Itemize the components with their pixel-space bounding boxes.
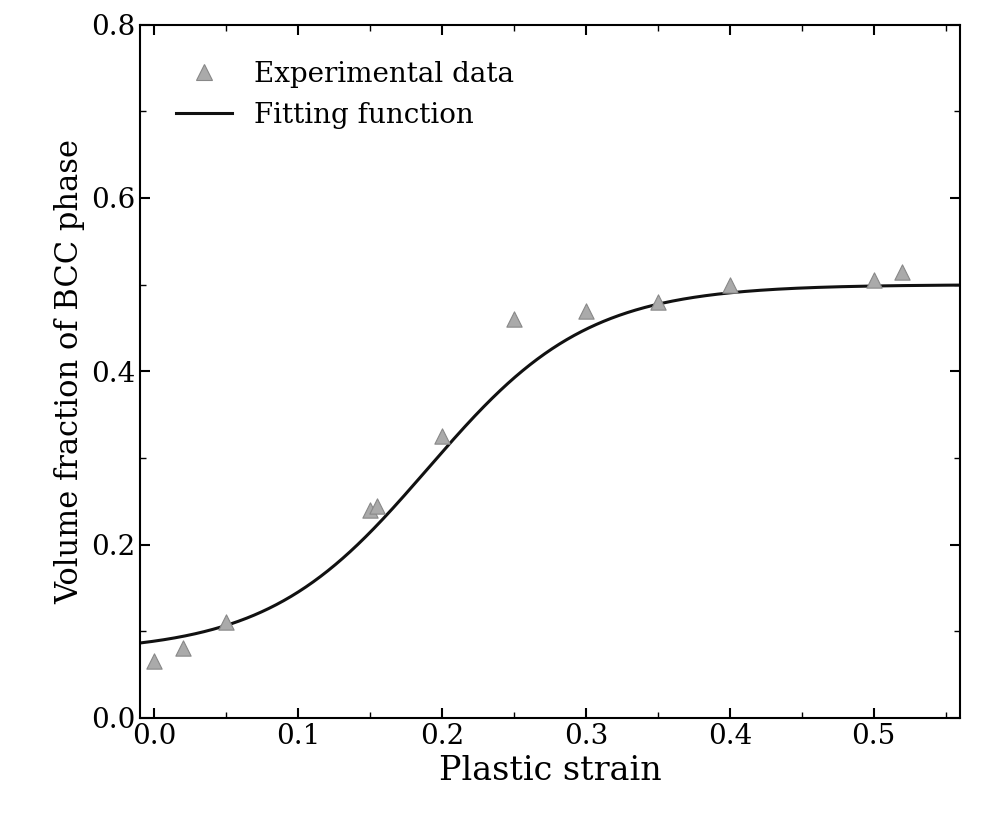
Legend: Experimental data, Fitting function: Experimental data, Fitting function bbox=[154, 39, 536, 151]
Point bbox=[894, 265, 910, 278]
Point bbox=[506, 313, 522, 326]
Point bbox=[650, 295, 666, 309]
Point bbox=[578, 304, 594, 317]
Point bbox=[146, 655, 162, 668]
Point bbox=[175, 642, 191, 655]
Point bbox=[218, 615, 234, 629]
Point bbox=[369, 499, 385, 512]
Point bbox=[434, 430, 450, 443]
Point bbox=[866, 274, 882, 287]
X-axis label: Plastic strain: Plastic strain bbox=[439, 755, 661, 787]
Y-axis label: Volume fraction of BCC phase: Volume fraction of BCC phase bbox=[54, 139, 85, 604]
Point bbox=[722, 278, 738, 291]
Point bbox=[362, 503, 378, 516]
